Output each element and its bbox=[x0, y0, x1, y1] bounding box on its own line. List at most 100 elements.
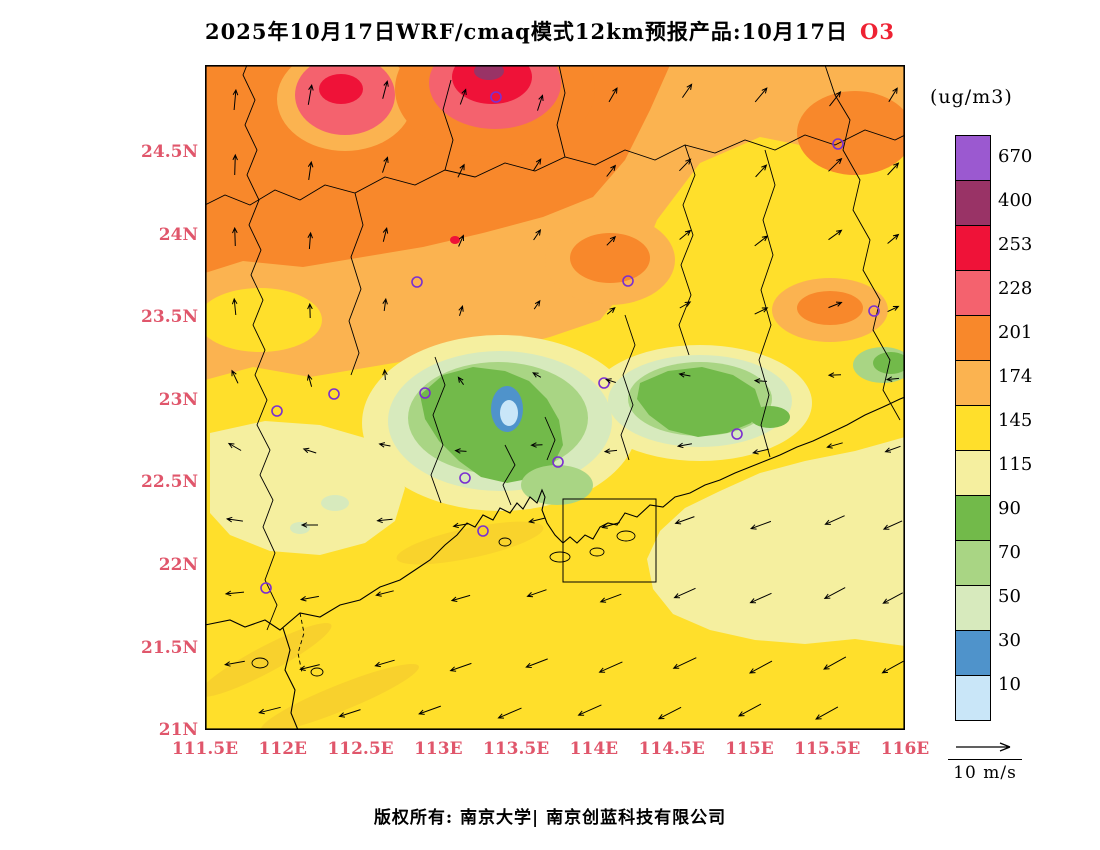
colorbar-box bbox=[956, 585, 990, 630]
coastline bbox=[282, 627, 299, 731]
colorbar-tick-label: 174 bbox=[998, 366, 1033, 387]
title-text: 2025年10月17日WRF/cmaq模式12km预报产品:10月17日 bbox=[205, 19, 849, 44]
lon-tick-label: 113E bbox=[414, 739, 463, 759]
wind-arrows bbox=[224, 80, 904, 720]
lon-tick-label: 114E bbox=[569, 739, 619, 759]
field-region-palegreen bbox=[321, 495, 349, 511]
species-label: O3 bbox=[860, 19, 895, 44]
wind-legend: 10 m/s bbox=[948, 738, 1022, 783]
lat-tick-label: 22N bbox=[158, 555, 198, 575]
station-marker bbox=[490, 91, 502, 103]
station-marker bbox=[731, 428, 743, 440]
province-boundary bbox=[544, 416, 556, 461]
island-outline bbox=[616, 530, 636, 542]
field-region-ltblue bbox=[500, 400, 518, 426]
province-boundary bbox=[442, 79, 454, 171]
colorbar-tick-label: 115 bbox=[998, 454, 1033, 475]
island-outline bbox=[589, 547, 605, 557]
lat-tick-label: 21.5N bbox=[141, 637, 198, 658]
station-marker bbox=[598, 377, 610, 389]
field-region-palegreen bbox=[290, 522, 310, 534]
lon-tick-label: 111.5E bbox=[171, 739, 239, 759]
lon-tick-label: 113.5E bbox=[483, 739, 550, 759]
domain-box bbox=[562, 498, 657, 583]
lon-tick-label: 114.5E bbox=[638, 739, 705, 759]
colorbar-box bbox=[956, 270, 990, 315]
colorbar-tick-label: 50 bbox=[998, 586, 1021, 607]
field-region-paleyellow bbox=[210, 421, 405, 555]
field-region-orange bbox=[797, 291, 863, 325]
station-marker bbox=[328, 388, 340, 400]
field-region-green bbox=[873, 352, 909, 374]
colorbar-tick-label: 90 bbox=[998, 498, 1021, 519]
field-region-orange bbox=[570, 233, 650, 283]
colorbar-tick-label: 400 bbox=[998, 190, 1033, 211]
station-marker bbox=[477, 525, 489, 537]
colorbar-box bbox=[956, 225, 990, 270]
lon-tick-label: 112E bbox=[258, 739, 307, 759]
dashed-boundary bbox=[297, 612, 305, 674]
station-marker bbox=[832, 138, 844, 150]
province-boundary bbox=[678, 144, 696, 356]
lat-tick-label: 24N bbox=[158, 224, 198, 245]
field-region-red bbox=[319, 74, 363, 104]
map-frame bbox=[205, 65, 906, 731]
lon-tick-label: 115.5E bbox=[794, 739, 861, 759]
colorbar-unit-label: (ug/m3) bbox=[930, 86, 1013, 108]
island-outline bbox=[310, 667, 324, 677]
colorbar-box bbox=[956, 675, 990, 720]
colorbar-box bbox=[956, 495, 990, 540]
lat-tick-label: 24.5N bbox=[141, 142, 198, 162]
colorbar-box bbox=[956, 450, 990, 495]
province-boundary bbox=[620, 314, 636, 461]
station-marker bbox=[260, 582, 272, 594]
colorbar-box bbox=[956, 630, 990, 675]
lon-tick-label: 116E bbox=[880, 739, 930, 759]
field-region-red bbox=[450, 236, 460, 244]
footer-credit: 版权所有: 南京大学| 南京创蓝科技有限公司 bbox=[373, 808, 727, 828]
station-marker bbox=[868, 305, 880, 317]
field-region-yellow bbox=[198, 288, 322, 352]
province-boundary bbox=[242, 64, 278, 631]
colorbar bbox=[955, 135, 991, 721]
colorbar-box bbox=[956, 540, 990, 585]
station-marker bbox=[552, 456, 564, 468]
colorbar-tick-label: 670 bbox=[998, 146, 1033, 167]
wind-legend-label: 10 m/s bbox=[953, 763, 1017, 783]
province-boundary bbox=[348, 192, 364, 376]
station-marker bbox=[622, 275, 634, 287]
field-region-orange bbox=[797, 91, 913, 175]
station-marker bbox=[419, 387, 431, 399]
colorbar-tick-label: 253 bbox=[998, 234, 1033, 255]
province-boundary bbox=[502, 444, 516, 506]
field-region-gold bbox=[261, 663, 419, 733]
page-title: 2025年10月17日WRF/cmaq模式12km预报产品:10月17日 O3 bbox=[0, 16, 1100, 46]
province-boundary bbox=[824, 64, 901, 421]
island-outline bbox=[549, 551, 571, 563]
colorbar-tick-label: 145 bbox=[998, 410, 1033, 431]
field-region-ltgreen bbox=[521, 465, 593, 505]
lat-tick-label: 23N bbox=[158, 389, 198, 410]
wind-reference-arrow-icon bbox=[956, 742, 1011, 752]
colorbar-box bbox=[956, 136, 990, 180]
colorbar-tick-label: 228 bbox=[998, 278, 1033, 299]
colorbar-box bbox=[956, 315, 990, 360]
province-boundary bbox=[204, 129, 906, 206]
field-region-paleyellow bbox=[647, 437, 905, 646]
lon-tick-label: 115E bbox=[725, 739, 774, 759]
colorbar-box bbox=[956, 360, 990, 405]
lat-tick-label: 21N bbox=[158, 720, 198, 741]
province-boundary bbox=[430, 356, 446, 504]
field-region-green bbox=[637, 367, 761, 437]
station-marker bbox=[411, 276, 423, 288]
field-region-green bbox=[420, 367, 563, 483]
lat-tick-label: 22.5N bbox=[141, 472, 198, 493]
colorbar-tick-label: 30 bbox=[998, 630, 1021, 651]
island-outline bbox=[498, 537, 512, 547]
colorbar-tick-label: 70 bbox=[998, 542, 1021, 563]
lon-tick-label: 112.5E bbox=[327, 739, 394, 759]
colorbar-box bbox=[956, 405, 990, 450]
station-marker bbox=[459, 472, 471, 484]
colorbar-tick-label: 201 bbox=[998, 322, 1033, 343]
